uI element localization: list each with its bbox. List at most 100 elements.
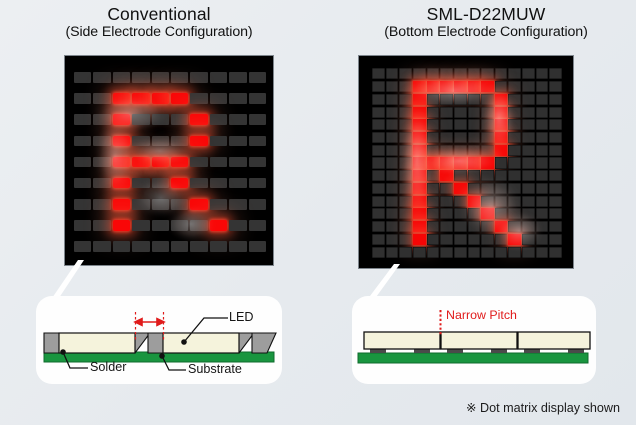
led-dot-icon [132,72,150,83]
sml-d22muw-pixel [440,170,453,182]
led-dot-icon [93,241,111,252]
led-dot-icon [467,144,481,156]
led-dot-icon [399,157,412,169]
led-dot-icon [508,246,522,258]
sml-d22muw-pixel [453,221,467,233]
led-dot-icon [453,170,467,182]
sml-d22muw-pixel [399,144,412,156]
conventional-pixel [190,237,208,256]
led-dot-icon [74,156,92,168]
sml-d22muw-pixel [508,221,522,233]
sml-d22muw-pixel [412,106,426,118]
sml-d22muw-pixel [535,81,549,93]
led-dot-icon [412,93,426,105]
sml-d22muw-pixel [372,106,385,118]
sml-d22muw-pixel [494,93,508,105]
led-dot-icon [426,221,440,233]
sml-d22muw-pixel [522,119,535,131]
sml-d22muw-pixel [453,170,467,182]
led-dot-icon [481,221,494,233]
conventional-pixel [209,68,228,87]
led-dot-icon [190,156,208,168]
led-dot-icon [549,93,562,105]
conventional-pixel [151,195,169,214]
led-dot-icon [248,93,266,105]
led-dot-icon [426,106,440,118]
label-led: LED [229,310,254,324]
sml-d22muw-pixel [426,170,440,182]
conventional-pixel [132,68,150,87]
led-dot-icon [549,182,562,194]
led-dot-icon [229,114,247,126]
led-dot-icon [74,198,92,210]
led-dot-icon [440,144,453,156]
conventional-pixel [151,110,169,129]
sml-d22muw-pixel [453,93,467,105]
sml-d22muw-pixel [494,106,508,118]
sml-d22muw-pixel [549,195,562,207]
sml-d22muw-pixel [494,119,508,131]
conventional-pixel [132,152,150,171]
panel-title-sml-d22muw: SML-D22MUW (Bottom Electrode Configurati… [350,4,622,41]
led-dot-icon [151,219,169,231]
sml-d22muw-pixel [481,195,494,207]
sml-d22muw-pixel [522,81,535,93]
led-dot-icon [440,182,453,194]
sml-d22muw-pixel [453,208,467,220]
led-dot-icon [494,221,508,233]
panel-title-conventional: Conventional (Side Electrode Configurati… [30,4,288,41]
led-dot-icon [170,135,189,147]
conventional-pixel [229,89,247,108]
led-dot-icon [190,198,208,210]
sml-d22muw-pixel [412,144,426,156]
led-dot-icon [522,81,535,93]
led-dot-icon [248,72,266,83]
sml-d22muw-pixel [522,208,535,220]
sml-d22muw-pixel [372,170,385,182]
sml-d22muw-pixel [508,68,522,80]
conventional-pixel [132,89,150,108]
conventional-pixel [74,195,92,214]
sml-d22muw-pixel [467,195,481,207]
sml-d22muw-pixel [426,233,440,246]
sml-d22muw-pixel [412,233,426,246]
sml-d22muw-pixel [508,119,522,131]
sml-d22muw-pixel [481,182,494,195]
sml-d22muw-pixel [535,195,549,207]
led-dot-icon [209,241,228,252]
sml-d22muw-pixel [508,182,522,195]
led-dot-icon [440,68,453,80]
led-dot-icon [467,157,481,169]
conventional-pixel [112,89,131,108]
sml-d22muw-pixel [494,81,508,93]
led-dot-icon [481,93,494,105]
led-dot-icon [522,119,535,131]
led-dot-icon [467,170,481,182]
sml-d22muw-pixel [372,93,385,105]
conventional-pixel [112,131,131,150]
led-dot-icon [522,182,535,194]
led-dot-icon [170,114,189,126]
led-dot-icon [426,132,440,144]
led-dot-icon [132,93,150,105]
sml-d22muw-pixel [535,233,549,246]
conventional-pixel [132,131,150,150]
led-dot-icon [412,144,426,156]
led-dot-icon [93,219,111,231]
conventional-pixel [93,131,111,150]
led-dot-icon [508,208,522,220]
conventional-pixel [209,152,228,171]
conventional-pixel [248,237,266,256]
conventional-pixel [112,68,131,87]
sml-d22muw-pixel [385,221,399,233]
led-dot-icon [372,233,385,245]
led-dot-icon [132,156,150,168]
conventional-pixel [151,68,169,87]
led-dot-icon [372,81,385,93]
sml-d22muw-pixel [535,221,549,233]
led-dot-icon [467,233,481,245]
sml-d22muw-pixel [385,93,399,105]
led-dot-icon [372,157,385,169]
led-dot-icon [229,177,247,189]
sml-d22muw-pixel [453,233,467,246]
